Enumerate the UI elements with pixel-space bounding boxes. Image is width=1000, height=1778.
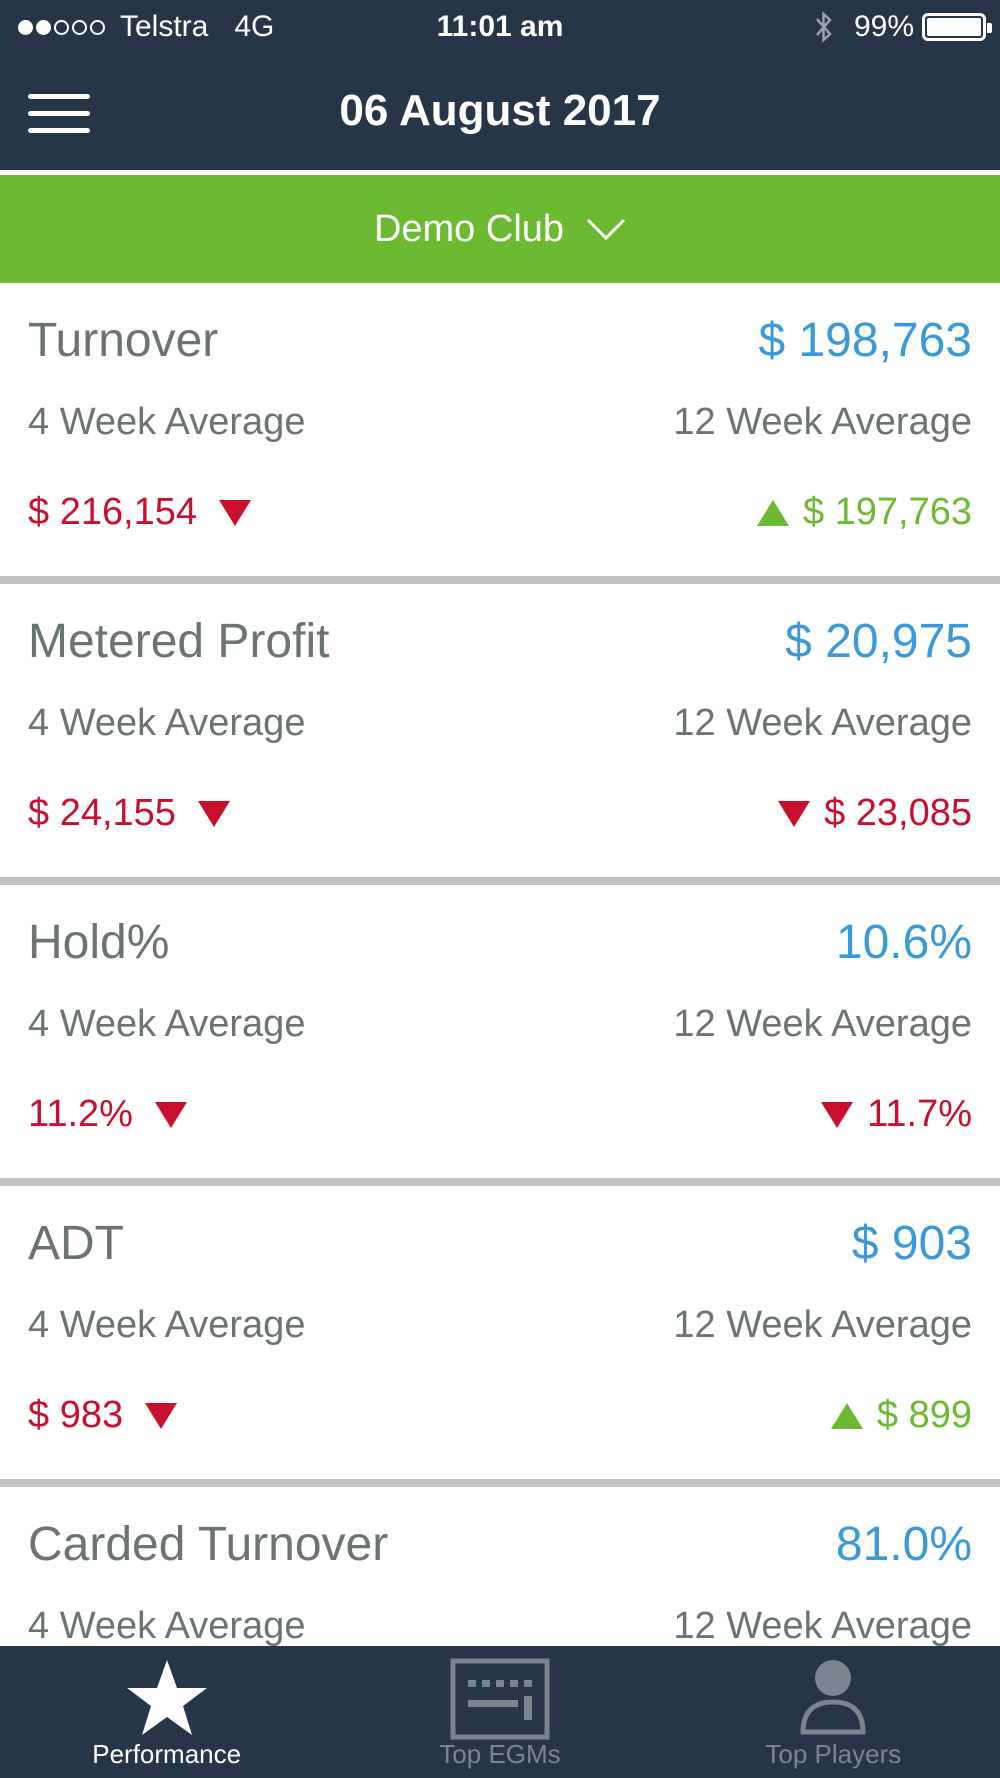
tab-bar: Performance Top EGMs Top Players: [0, 1646, 1000, 1778]
tab-performance[interactable]: Performance: [0, 1646, 333, 1778]
carrier-name: Telstra: [120, 10, 209, 43]
metric-name: Carded Turnover: [28, 1518, 389, 1571]
network-type: 4G: [234, 10, 275, 43]
twelve-week-average-label: 12 Week Average: [673, 1605, 972, 1646]
twelve-week-average-amount: $ 197,763: [802, 491, 972, 533]
twelve-week-average-amount: $ 23,085: [824, 792, 972, 834]
metric-card-metered-profit[interactable]: Metered Profit $ 20,975 4 Week Average 1…: [0, 584, 1000, 885]
battery-icon: [922, 13, 992, 41]
four-week-average-amount: 11.2%: [28, 1093, 133, 1135]
metric-name: Metered Profit: [28, 615, 330, 668]
chevron-down-icon: [586, 218, 626, 241]
four-week-average-amount: $ 216,154: [28, 491, 198, 533]
four-week-average-label: 4 Week Average: [28, 1304, 306, 1346]
person-icon: [800, 1660, 866, 1735]
tab-top-egms[interactable]: Top EGMs: [333, 1646, 666, 1778]
metric-value: 81.0%: [835, 1518, 972, 1571]
four-week-average-amount: $ 983: [28, 1394, 124, 1436]
metric-card-hold-percent[interactable]: Hold% 10.6% 4 Week Average 12 Week Avera…: [0, 885, 1000, 1186]
status-right: 99%: [814, 10, 992, 44]
egm-icon: [450, 1658, 550, 1740]
four-week-average-label: 4 Week Average: [28, 401, 306, 443]
page-title[interactable]: 06 August 2017: [339, 86, 661, 135]
metric-value: $ 20,975: [785, 615, 972, 668]
four-week-average-label: 4 Week Average: [28, 702, 306, 744]
metric-value: 10.6%: [835, 916, 972, 969]
twelve-week-average-label: 12 Week Average: [673, 1003, 972, 1045]
status-left: Telstra 4G: [18, 10, 274, 44]
status-bar: Telstra 4G 11:01 am 99%: [0, 0, 1000, 56]
star-icon: [126, 1660, 207, 1735]
header-divider: [0, 170, 1000, 175]
trend-down-icon: [778, 800, 811, 827]
metric-value: $ 903: [851, 1217, 972, 1270]
status-time: 11:01 am: [436, 10, 564, 43]
tab-label: Top Players: [765, 1739, 902, 1769]
tab-label: Performance: [92, 1739, 242, 1769]
tab-label: Top EGMs: [439, 1739, 561, 1769]
bluetooth-icon: [816, 11, 832, 43]
twelve-week-average-value: 11.7%: [821, 1093, 972, 1136]
club-selector-label: Demo Club: [373, 207, 565, 250]
trend-down-icon: [219, 499, 252, 526]
trend-up-icon: [756, 499, 789, 526]
metric-name: ADT: [28, 1217, 124, 1270]
four-week-average-label: 4 Week Average: [28, 1003, 306, 1045]
signal-strength-icon: [18, 19, 108, 35]
trend-up-icon: [830, 1402, 863, 1429]
twelve-week-average-label: 12 Week Average: [673, 702, 972, 744]
twelve-week-average-value: $ 197,763: [756, 491, 972, 534]
metric-card-carded-turnover[interactable]: Carded Turnover 81.0% 4 Week Average 12 …: [0, 1487, 1000, 1646]
trend-down-icon: [821, 1101, 854, 1128]
twelve-week-average-amount: 11.7%: [867, 1093, 972, 1135]
metrics-list[interactable]: Turnover $ 198,763 4 Week Average 12 Wee…: [0, 283, 1000, 1646]
metric-card-turnover[interactable]: Turnover $ 198,763 4 Week Average 12 Wee…: [0, 283, 1000, 584]
metric-value: $ 198,763: [758, 314, 972, 367]
twelve-week-average-amount: $ 899: [876, 1394, 972, 1436]
trend-down-icon: [197, 800, 230, 827]
trend-down-icon: [154, 1101, 187, 1128]
twelve-week-average-value: $ 23,085: [778, 792, 972, 835]
tab-top-players[interactable]: Top Players: [667, 1646, 1000, 1778]
twelve-week-average-value: $ 899: [830, 1394, 972, 1437]
battery-percent: 99%: [853, 10, 914, 43]
four-week-average-value: $ 216,154: [28, 491, 252, 534]
metric-name: Hold%: [28, 916, 170, 969]
twelve-week-average-label: 12 Week Average: [673, 1304, 972, 1346]
four-week-average-label: 4 Week Average: [28, 1605, 306, 1646]
four-week-average-value: $ 983: [28, 1394, 178, 1437]
four-week-average-value: $ 24,155: [28, 792, 230, 835]
metric-name: Turnover: [28, 314, 219, 367]
metric-card-adt[interactable]: ADT $ 903 4 Week Average 12 Week Average…: [0, 1186, 1000, 1487]
four-week-average-amount: $ 24,155: [28, 792, 176, 834]
nav-bar: 06 August 2017: [0, 56, 1000, 170]
club-selector-dropdown[interactable]: Demo Club: [0, 175, 1000, 283]
four-week-average-value: 11.2%: [28, 1093, 187, 1136]
hamburger-menu-icon[interactable]: [28, 94, 90, 134]
trend-down-icon: [145, 1402, 178, 1429]
twelve-week-average-label: 12 Week Average: [673, 401, 972, 443]
